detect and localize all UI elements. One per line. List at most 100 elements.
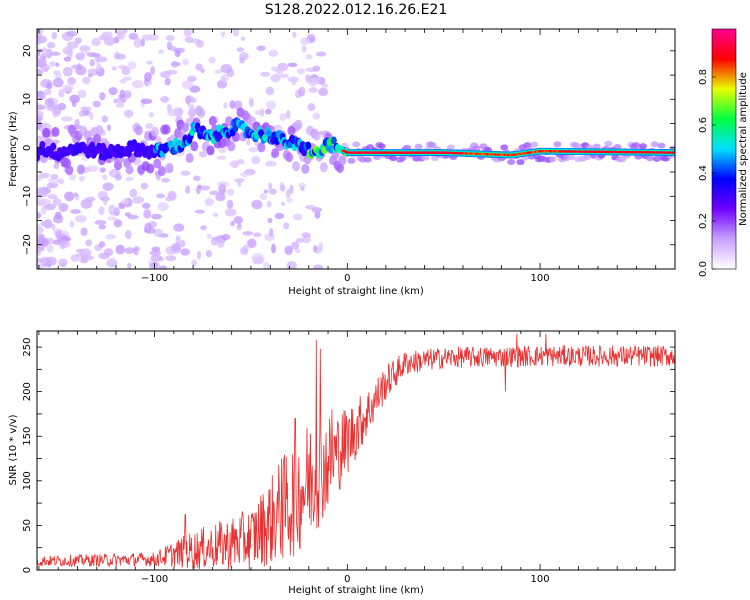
spectrogram-noise-blob xyxy=(69,94,81,104)
spectrogram-noise-blob xyxy=(140,182,149,190)
spectrogram-noise-blob xyxy=(52,198,62,206)
spectrogram-noise-blob xyxy=(242,231,254,236)
snr-y-tick-label: 100 xyxy=(22,471,33,490)
spectrogram-noise-blob xyxy=(165,196,172,202)
snr-y-tick-label: 50 xyxy=(22,519,33,532)
spectrogram-noise-blob xyxy=(314,211,321,219)
spectrogram-noise-blob xyxy=(51,31,58,40)
spectrogram-noise-blob xyxy=(40,221,46,227)
spectrogram-halo-blob xyxy=(567,154,576,161)
spectrogram-ridge-blob xyxy=(39,140,46,149)
spectrogram-noise-blob xyxy=(61,116,73,122)
spectrogram-noise-blob xyxy=(315,51,327,57)
spectrogram-noise-blob xyxy=(106,258,118,268)
spectrogram-noise-blob xyxy=(57,102,67,111)
spectrogram-noise-blob xyxy=(105,233,116,240)
spectrogram-noise-blob xyxy=(79,248,92,258)
spectrogram-noise-blob xyxy=(286,110,291,119)
spectrogram-noise-blob xyxy=(121,198,130,205)
spectrogram-noise-blob xyxy=(165,255,177,262)
spectrogram-halo-blob xyxy=(428,142,437,149)
spectrogram-noise-blob xyxy=(204,198,215,206)
spectrogram-noise-blob xyxy=(307,103,316,112)
spectrogram-halo-blob xyxy=(51,127,60,138)
spectrogram-halo-blob xyxy=(500,144,509,151)
spectrogram-noise-blob xyxy=(321,83,329,89)
spectrogram-noise-blob xyxy=(263,262,270,269)
spectrogram-noise-blob xyxy=(236,159,245,165)
spectrogram-noise-blob xyxy=(159,265,168,269)
spectrogram-noise-blob xyxy=(300,186,305,192)
spectrogram-noise-blob xyxy=(128,32,139,40)
spectrogram-noise-blob xyxy=(91,37,101,47)
spectrogram-noise-blob xyxy=(73,192,79,197)
spectrogram-noise-blob xyxy=(274,212,285,220)
spectrogram-noise-blob xyxy=(308,77,319,87)
spectrogram-halo-blob xyxy=(301,163,310,174)
spectrogram-noise-blob xyxy=(298,86,306,97)
spectrogram-noise-blob xyxy=(217,145,227,154)
spectrogram-noise-blob xyxy=(111,66,118,71)
spectrogram-halo-blob xyxy=(227,141,236,152)
spectrogram-noise-blob xyxy=(221,31,226,38)
spectrogram-noise-blob xyxy=(98,241,106,248)
spectrogram-noise-blob xyxy=(194,209,205,214)
spectrogram-ridge-blob xyxy=(305,141,312,150)
spectrogram-noise-blob xyxy=(44,97,55,108)
spectrogram-noise-blob xyxy=(251,156,261,165)
spectrogram-peak-blob xyxy=(671,151,675,154)
spectrogram-noise-blob xyxy=(197,184,202,189)
spectrogram-noise-blob xyxy=(241,36,246,42)
spectrogram-noise-blob xyxy=(292,31,297,39)
spectrogram-noise-blob xyxy=(160,95,169,104)
spectrogram-noise-blob xyxy=(37,104,47,110)
spectrogram-noise-blob xyxy=(67,77,76,85)
spectrogram-halo-blob xyxy=(352,141,361,148)
spectrogram-noise-blob xyxy=(82,76,91,85)
spectrogram-noise-blob xyxy=(268,182,273,191)
spectrogram-noise-blob xyxy=(267,217,273,224)
spectrogram-noise-blob xyxy=(77,89,87,98)
spectrogram-noise-blob xyxy=(37,29,41,35)
spectrogram-noise-blob xyxy=(46,41,56,49)
spectrogram-halo-blob xyxy=(162,124,171,135)
spectrogram-noise-blob xyxy=(119,89,125,99)
spectrogram-noise-blob xyxy=(94,220,107,226)
spectrogram-noise-blob xyxy=(256,45,266,52)
spectrogram-noise-blob xyxy=(114,173,122,181)
spectrogram-halo-blob xyxy=(592,143,601,150)
snr-y-tick-label: 0 xyxy=(22,567,33,573)
colorbar-tick-label: 0.0 xyxy=(698,261,709,277)
spectrogram-noise-blob xyxy=(75,52,85,61)
spectrogram-noise-blob xyxy=(132,196,145,204)
colorbar-ticks: 0.0 0.2 0.4 0.6 0.8 xyxy=(698,69,716,277)
spectrogram-noise-blob xyxy=(80,198,93,209)
spectrogram-halo-blob xyxy=(312,130,321,141)
colorbar-frame xyxy=(711,28,737,270)
spectrogram-noise-blob xyxy=(195,39,204,48)
spectrogram-noise-blob xyxy=(280,201,286,206)
spectrogram-noise-blob xyxy=(54,211,62,220)
spectrogram-noise-blob xyxy=(229,100,236,109)
spectrogram-halo-blob xyxy=(363,156,372,163)
spectrogram-noise-blob xyxy=(62,84,74,92)
spectrogram-noise-blob xyxy=(80,106,93,111)
spectrogram-y-tick-label: −10 xyxy=(22,186,33,207)
spectrogram-noise-blob xyxy=(264,108,272,115)
spectrogram-noise-blob xyxy=(127,262,132,269)
snr-y-tick-label: 200 xyxy=(22,382,33,401)
spectrogram-noise-blob xyxy=(74,215,87,223)
colorbar-tick-label: 0.2 xyxy=(698,213,709,229)
spectrogram-noise-blob xyxy=(185,95,194,102)
spectrogram-noise-blob xyxy=(205,249,212,258)
spectrogram-halo-blob xyxy=(257,142,266,153)
spectrogram-halo-blob xyxy=(294,119,303,130)
spectrogram-noise-blob xyxy=(260,71,271,77)
spectrogram-noise-blob xyxy=(275,68,284,75)
spectrogram-halo-blob xyxy=(197,107,206,118)
spectrogram-noise-blob xyxy=(45,48,53,59)
spectrogram-noise-blob xyxy=(37,90,46,100)
spectrogram-halo-blob xyxy=(347,157,356,164)
spectrogram-noise-blob xyxy=(158,49,164,54)
